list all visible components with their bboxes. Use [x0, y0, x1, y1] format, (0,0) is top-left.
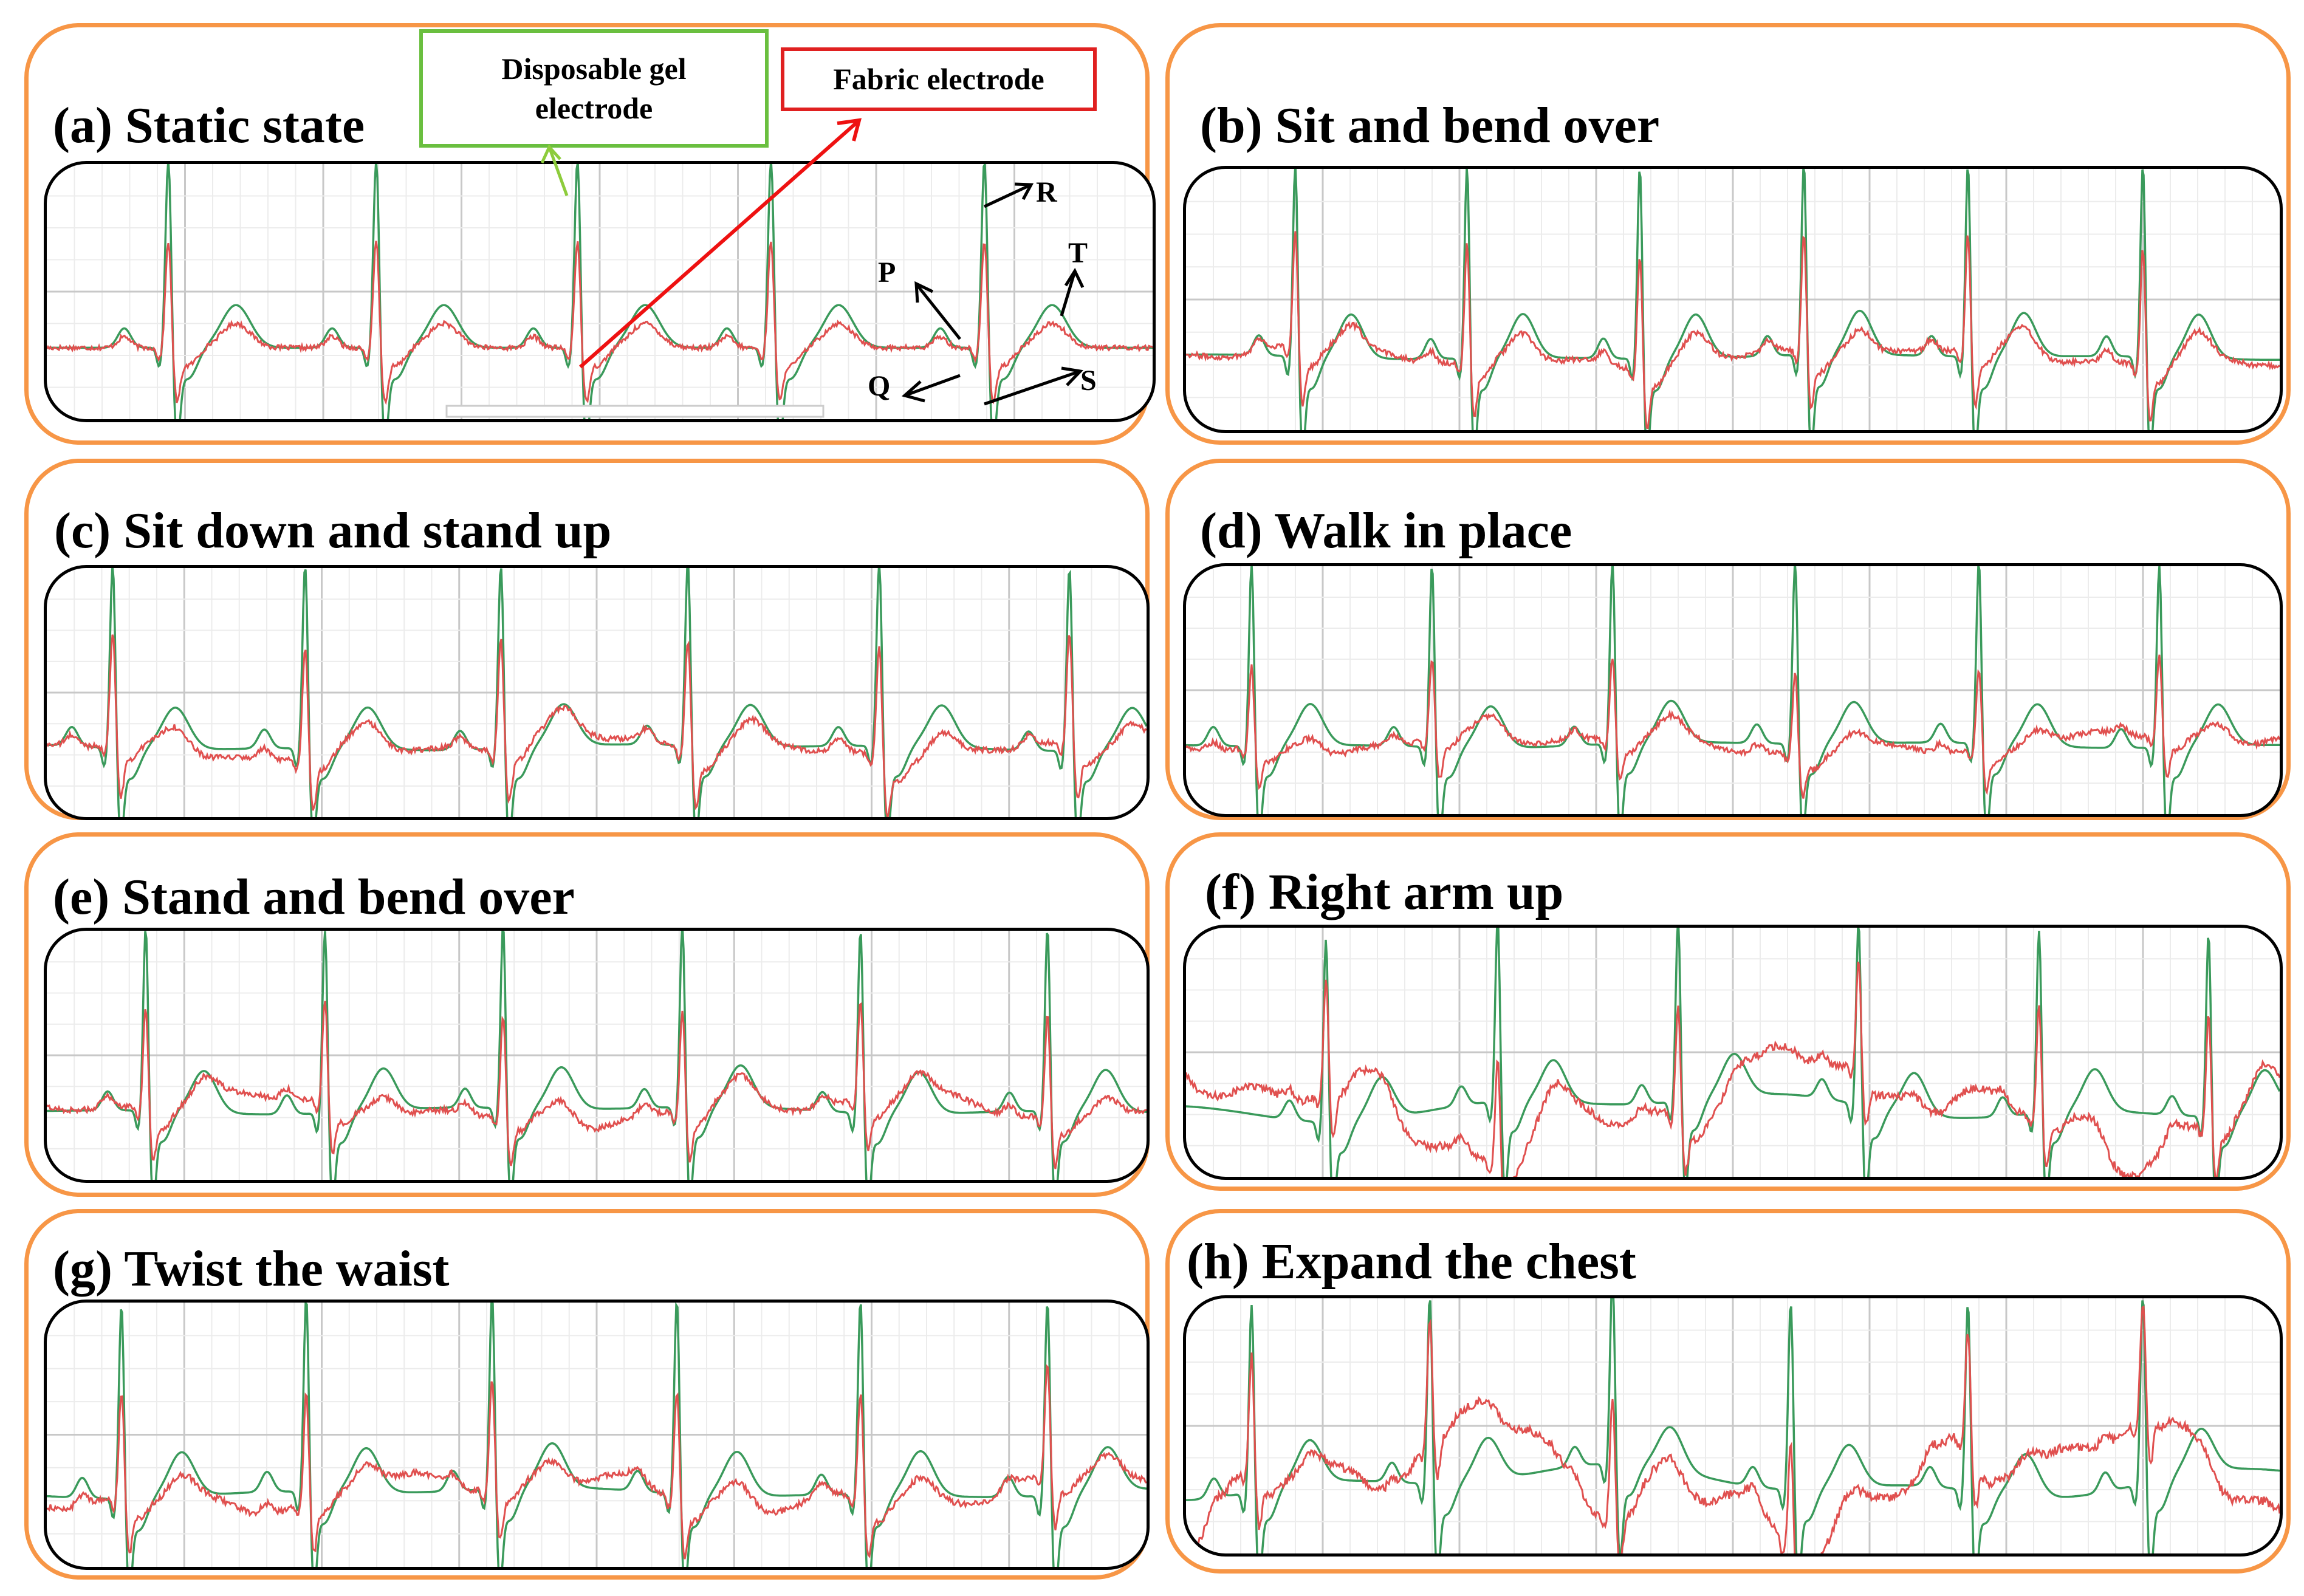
gel-electrode-trace-e: [47, 931, 1147, 1180]
fabric-electrode-trace-e: [47, 1001, 1147, 1170]
panel-a-title: (a) Static state: [53, 97, 365, 154]
panel-h-title: (h) Expand the chest: [1187, 1233, 1636, 1290]
panel-d: (d) Walk in place: [1165, 459, 2291, 820]
gel-electrode-trace-h: [1186, 1298, 2280, 1553]
panel-f: (f) Right arm up: [1165, 832, 2291, 1191]
gel-electrode-label-text: Disposable gel electrode: [501, 51, 687, 125]
ecg-chart-c: [47, 568, 1147, 817]
ecg-chart-d: [1186, 566, 2280, 814]
panel-a-plot: [44, 161, 1156, 422]
panel-e-plot: [44, 928, 1150, 1183]
gel-electrode-trace-g: [47, 1303, 1147, 1567]
panel-g-title: (g) Twist the waist: [53, 1241, 450, 1297]
ecg-chart-g: [47, 1303, 1147, 1567]
panel-h-plot: [1183, 1295, 2283, 1557]
panel-g-plot: [44, 1300, 1150, 1570]
panel-e: (e) Stand and bend over: [24, 832, 1150, 1197]
panel-e-title: (e) Stand and bend over: [53, 869, 575, 925]
panel-d-plot: [1183, 563, 2283, 817]
wave-label-p: P: [878, 256, 896, 289]
panel-f-title: (f) Right arm up: [1205, 864, 1564, 920]
wave-label-t: T: [1068, 237, 1088, 269]
panel-c-plot: [44, 565, 1150, 820]
fabric-electrode-trace-g: [47, 1364, 1147, 1560]
ecg-chart-a: [47, 164, 1153, 419]
panel-b-plot: [1183, 166, 2283, 433]
wave-label-r: R: [1036, 176, 1057, 208]
grid-h: [1186, 1298, 2280, 1553]
fabric-electrode-trace-h: [1186, 1305, 2280, 1553]
wave-label-q: Q: [868, 370, 891, 402]
grid-e: [47, 931, 1147, 1180]
panel-g: (g) Twist the waist: [24, 1209, 1150, 1580]
gel-electrode-trace-f: [1186, 928, 2280, 1177]
ecg-chart-b: [1186, 169, 2280, 430]
fabric-electrode-trace-f: [1186, 961, 2280, 1177]
gel-electrode-label: Disposable gel electrode: [419, 29, 769, 148]
panel-b-title: (b) Sit and bend over: [1200, 97, 1660, 154]
ecg-chart-f: [1186, 928, 2280, 1177]
fabric-electrode-trace-c: [47, 634, 1147, 817]
panel-c: (c) Sit down and stand up: [24, 459, 1150, 820]
gel-electrode-trace-c: [47, 568, 1147, 817]
grid-d: [1186, 566, 2280, 814]
panel-h: (h) Expand the chest: [1165, 1209, 2291, 1574]
fabric-electrode-label: Fabric electrode: [781, 47, 1097, 111]
panel-d-title: (d) Walk in place: [1200, 502, 1572, 559]
panel-c-title: (c) Sit down and stand up: [54, 502, 612, 559]
fabric-electrode-trace-d: [1186, 654, 2280, 799]
grid-g: [47, 1303, 1147, 1567]
grid-c: [47, 568, 1147, 817]
ecg-chart-h: [1186, 1298, 2280, 1553]
ecg-chart-e: [47, 931, 1147, 1180]
gel-electrode-trace-d: [1186, 566, 2280, 814]
fabric-electrode-label-text: Fabric electrode: [833, 62, 1044, 96]
wave-label-s: S: [1080, 365, 1097, 397]
fabric-electrode-trace-b: [1186, 231, 2280, 430]
panel-f-plot: [1183, 925, 2283, 1180]
panel-b: (b) Sit and bend over: [1165, 23, 2291, 445]
grid-b: [1186, 169, 2280, 430]
